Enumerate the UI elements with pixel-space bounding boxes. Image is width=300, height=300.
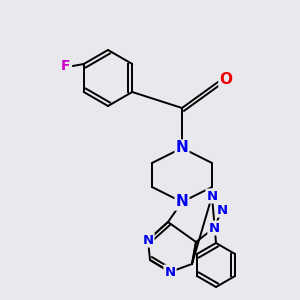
Text: F: F [61,59,70,73]
Text: N: N [176,140,188,155]
Text: N: N [216,203,228,217]
Text: N: N [206,190,218,202]
Text: N: N [142,233,154,247]
Text: O: O [220,73,232,88]
Text: N: N [164,266,175,278]
Text: N: N [208,221,220,235]
Text: N: N [176,194,188,209]
